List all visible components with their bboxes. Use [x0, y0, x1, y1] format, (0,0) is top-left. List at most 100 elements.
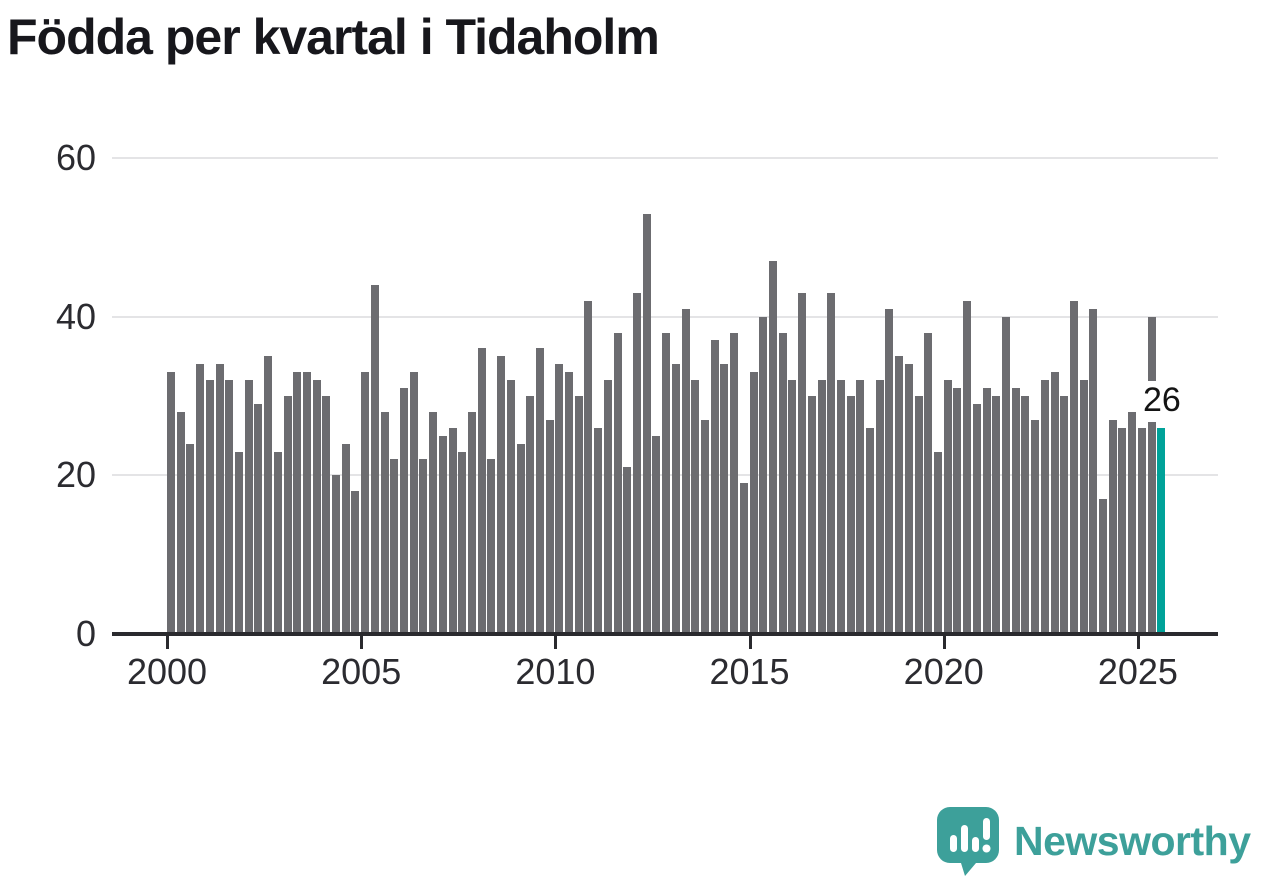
bar-2024Q2 [1108, 419, 1117, 634]
bar-2013Q3 [691, 380, 700, 634]
bar-2003Q2 [293, 372, 302, 634]
bar-2023Q2 [1069, 300, 1078, 634]
bar-2014Q4 [739, 483, 748, 634]
bar-2009Q4 [545, 419, 554, 634]
bar-2022Q4 [1050, 372, 1059, 634]
bar-2001Q4 [234, 451, 243, 634]
bar-2007Q4 [467, 411, 476, 634]
newsworthy-logo: Newsworthy [936, 806, 1251, 876]
bar-2002Q4 [273, 451, 282, 634]
bar-2013Q1 [671, 364, 680, 634]
bar-2001Q1 [205, 380, 214, 634]
bar-2023Q1 [1060, 396, 1069, 634]
bar-2016Q1 [788, 380, 797, 634]
bar-2011Q3 [613, 332, 622, 634]
bar-2011Q1 [594, 427, 603, 634]
bar-2002Q1 [244, 380, 253, 634]
bar-2015Q1 [749, 372, 758, 634]
x-axis-tick-2005 [360, 636, 364, 649]
bar-2012Q3 [652, 435, 661, 634]
bar-2003Q3 [302, 372, 311, 634]
bar-2006Q3 [419, 459, 428, 634]
bar-2003Q4 [312, 380, 321, 634]
bar-2010Q4 [584, 300, 593, 634]
bar-2014Q3 [730, 332, 739, 634]
chart-title: Födda per kvartal i Tidaholm [7, 9, 660, 65]
bar-2010Q2 [565, 372, 574, 634]
bar-2021Q2 [992, 396, 1001, 634]
bar-highlighted-2025Q3 [1157, 427, 1166, 634]
bar-2017Q4 [856, 380, 865, 634]
bar-2007Q2 [448, 427, 457, 634]
bar-2022Q2 [1031, 419, 1040, 634]
x-axis-label-2020: 2020 [903, 651, 984, 692]
bar-2008Q2 [487, 459, 496, 634]
bar-2025Q2 [1147, 316, 1156, 634]
bar-2020Q1 [943, 380, 952, 634]
bar-2019Q2 [914, 396, 923, 634]
bar-2005Q3 [380, 411, 389, 634]
bar-2020Q3 [963, 300, 972, 634]
bar-2023Q4 [1089, 308, 1098, 634]
bar-2009Q2 [526, 396, 535, 634]
bar-2004Q4 [351, 491, 360, 634]
gridline-40 [112, 315, 1218, 318]
bar-2017Q1 [827, 292, 836, 634]
bar-2010Q1 [555, 364, 564, 634]
bar-2007Q1 [438, 435, 447, 634]
bar-2006Q1 [400, 388, 409, 634]
last-value-annotation: 26 [1139, 381, 1185, 422]
bar-2019Q3 [924, 332, 933, 634]
x-axis-tick-2000 [166, 636, 169, 649]
bar-2023Q3 [1079, 380, 1088, 634]
bar-2002Q2 [254, 403, 263, 634]
bar-2025Q1 [1137, 427, 1146, 634]
x-axis-tick-2015 [748, 636, 752, 649]
bar-2018Q2 [875, 380, 884, 634]
bar-2013Q4 [700, 419, 709, 634]
bar-2012Q2 [642, 213, 651, 634]
bar-2017Q2 [836, 380, 845, 634]
y-axis-label-40: 40 [55, 295, 96, 337]
bar-2024Q1 [1099, 499, 1108, 634]
x-axis-tick-2010 [554, 636, 558, 649]
bar-2002Q3 [264, 356, 273, 634]
bar-2011Q4 [623, 467, 632, 634]
bar-2021Q4 [1011, 388, 1020, 634]
x-axis-label-2015: 2015 [709, 651, 790, 692]
newsworthy-logo-icon [937, 807, 999, 876]
bar-2008Q1 [477, 348, 486, 634]
bar-2012Q4 [662, 332, 671, 634]
bar-2008Q3 [497, 356, 506, 634]
bar-2004Q3 [341, 443, 350, 634]
bar-2009Q3 [535, 348, 544, 634]
bar-2000Q3 [186, 443, 195, 634]
y-axis-label-60: 60 [55, 137, 96, 178]
bar-2003Q1 [283, 396, 292, 634]
x-axis-label-2025: 2025 [1097, 651, 1178, 692]
bar-2024Q3 [1118, 427, 1127, 634]
bar-2016Q2 [798, 292, 807, 634]
bar-2016Q4 [817, 380, 826, 634]
y-axis-label-0: 0 [75, 613, 96, 654]
y-axis-label-20: 20 [55, 454, 96, 496]
bar-2008Q4 [506, 380, 515, 634]
bar-2007Q3 [458, 451, 467, 634]
bar-2009Q1 [516, 443, 525, 634]
bar-2001Q2 [215, 364, 224, 634]
x-axis-tick-2025 [1136, 636, 1140, 649]
x-axis-line [112, 632, 1218, 636]
bar-2021Q3 [1001, 316, 1010, 634]
bar-2015Q2 [759, 316, 768, 634]
bar-2005Q1 [361, 372, 370, 634]
bar-2016Q3 [807, 396, 816, 634]
bar-2015Q3 [768, 261, 777, 634]
bar-2014Q1 [710, 340, 719, 634]
bar-2019Q1 [904, 364, 913, 634]
x-axis-tick-2020 [942, 636, 946, 649]
x-axis-label-2010: 2010 [515, 651, 596, 692]
bar-2020Q4 [972, 403, 981, 634]
gridline-60 [112, 157, 1218, 159]
bar-2015Q4 [778, 332, 787, 634]
bar-2020Q2 [953, 388, 962, 634]
